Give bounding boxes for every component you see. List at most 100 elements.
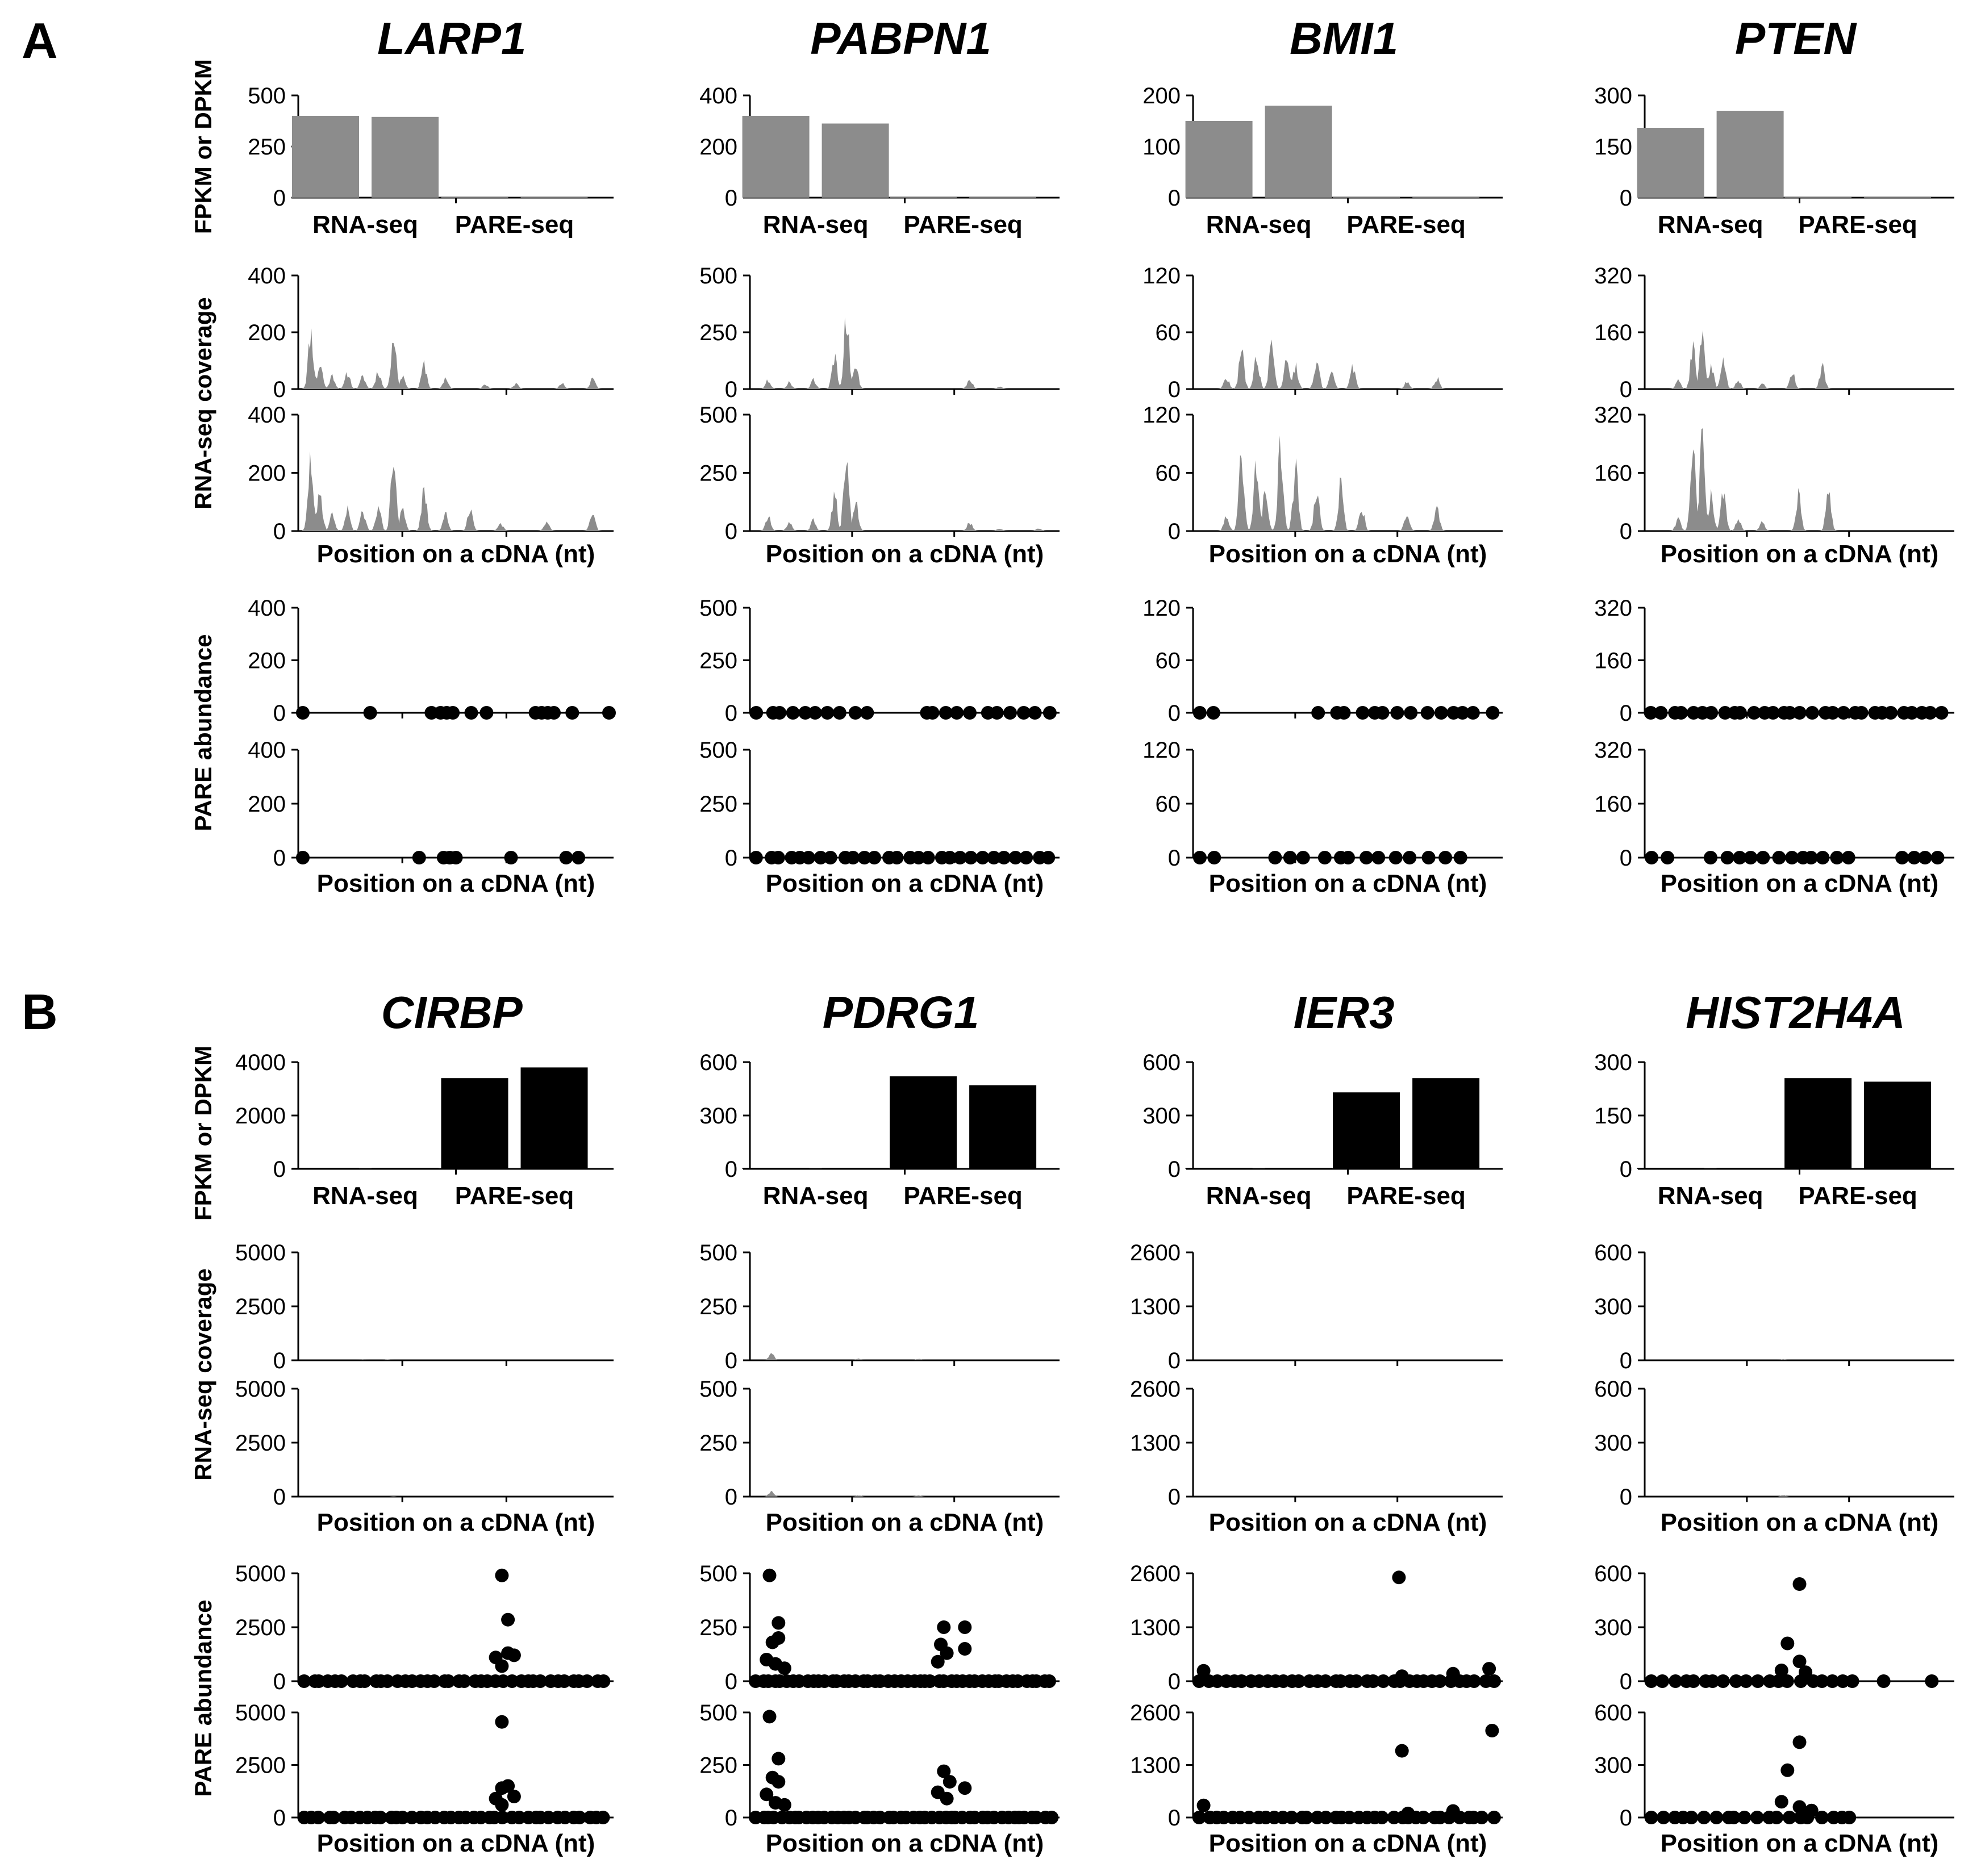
gene-pten-pare-rep2-point	[1661, 851, 1675, 864]
gene-pten-pare-rep1-point	[1783, 706, 1797, 720]
gene-pdrg1-coverage-rep2-y-tick-label: 250	[699, 1431, 737, 1456]
gene-pabpn1-category-label: PARE-seq	[903, 211, 1022, 239]
gene-bmi1-bar-y-tick-label: 200	[1142, 83, 1181, 108]
gene-hist2h4a-pare-rep1-point	[1655, 1674, 1670, 1688]
gene-bmi1-pare-rep1-point	[1434, 706, 1448, 720]
gene-hist2h4a-bar-y-tick-label: 150	[1594, 1104, 1632, 1129]
gene-pten-pare-rep2-y-tick-label: 320	[1594, 738, 1632, 763]
gene-pten-pare-rep2-point	[1930, 851, 1945, 864]
gene-hist2h4a-pare-rep2-y-tick-label: 300	[1594, 1753, 1632, 1778]
gene-pten-pare-rep2-point	[1772, 851, 1786, 864]
gene-hist2h4a-coverage-rep1-y-tick-label: 0	[1620, 1348, 1632, 1373]
gene-pabpn1-coverage-rep1-y-tick-label: 0	[725, 377, 737, 402]
gene-pabpn1-pare-rep1-point	[820, 706, 835, 720]
gene-cirbp-bar-y-tick-label: 0	[273, 1157, 286, 1182]
gene-cirbp-pare-rep2-point	[573, 1811, 587, 1824]
gene-bmi1-pare-rep2-point	[1453, 851, 1467, 864]
gene-hist2h4a-pare-rep2-point	[1750, 1811, 1764, 1824]
gene-larp1-pare-rep1-y-tick-label: 400	[248, 596, 286, 621]
gene-hist2h4a-pare-rep2-point	[1792, 1735, 1807, 1749]
gene-hist2h4a-pare-rep1-point	[1925, 1674, 1939, 1688]
gene-hist2h4a-pare-rep1-point	[1716, 1674, 1730, 1688]
gene-cirbp-pare-rep1-point	[495, 1659, 509, 1673]
gene-pten-pare-rep2-point	[1744, 851, 1758, 864]
gene-ier3-pare-rep2-point	[1196, 1798, 1211, 1812]
gene-bmi1-pare-rep2-point	[1421, 851, 1436, 864]
gene-pten-bar-pare-seq-1	[1784, 197, 1852, 198]
gene-bmi1-bar-y-tick-label: 100	[1142, 135, 1181, 160]
gene-pabpn1-pare-rep2-point	[1041, 851, 1056, 864]
gene-pabpn1-pare-rep2-point	[823, 851, 837, 864]
gene-pdrg1-pare-rep1-point	[772, 1631, 786, 1645]
gene-pabpn1-coverage-rep1-y-tick-label: 500	[699, 264, 737, 289]
gene-pdrg1-coverage-xlabel: Position on a cDNA (nt)	[766, 1509, 1044, 1536]
gene-cirbp-pare-rep1-point	[505, 1674, 519, 1688]
gene-pten-pare-rep2-point	[1918, 851, 1932, 864]
gene-cirbp-pare-rep2-point	[507, 1790, 521, 1803]
gene-cirbp-block: CIRBP 0 2000 4000 RNA-seq PARE-seq 0 2500 5000 0 2…	[235, 987, 614, 1857]
gene-bmi1-pare-rep1-point	[1404, 706, 1418, 720]
gene-pdrg1-pare-rep1-point	[958, 1620, 972, 1634]
gene-ier3-bar-y-tick-label: 0	[1168, 1157, 1181, 1182]
gene-pdrg1-pare-rep1-y-tick-label: 250	[699, 1615, 737, 1640]
gene-pten-pare-rep2-point	[1733, 851, 1747, 864]
gene-larp1-pare-xlabel: Position on a cDNA (nt)	[317, 870, 595, 897]
panel-letter-A: A	[22, 12, 58, 69]
gene-pdrg1-title: PDRG1	[823, 987, 979, 1038]
gene-pabpn1-pare-rep2-point	[771, 851, 785, 864]
gene-larp1-pare-rep1-point	[464, 706, 478, 720]
gene-larp1-pare-rep1-point	[479, 706, 494, 720]
gene-ier3-bar-y-tick-label: 600	[1142, 1050, 1181, 1075]
gene-cirbp-pare-rep2-point	[596, 1811, 610, 1824]
gene-pabpn1-pare-rep2-point	[921, 851, 935, 864]
gene-larp1-pare-rep2-point	[296, 851, 310, 864]
gene-cirbp-pare-rep1-point	[580, 1674, 594, 1688]
gene-pdrg1-pare-rep1-point	[762, 1568, 777, 1582]
gene-ier3-pare-rep2-y-tick-label: 0	[1168, 1806, 1181, 1831]
gene-pten-pare-rep1-point	[1792, 706, 1807, 720]
gene-bmi1-pare-rep2-point	[1283, 851, 1297, 864]
gene-pten-bar-rna-seq-1	[1637, 128, 1704, 198]
gene-cirbp-pare-rep1-point	[501, 1612, 515, 1627]
gene-hist2h4a-pare-rep2-point	[1770, 1811, 1784, 1824]
gene-bmi1-pare-rep1-point	[1420, 706, 1434, 720]
gene-pabpn1-pare-rep2-y-tick-label: 500	[699, 738, 737, 763]
gene-hist2h4a-category-label: PARE-seq	[1798, 1182, 1917, 1210]
gene-hist2h4a-pare-rep1-point	[1705, 1674, 1720, 1688]
gene-bmi1-coverage-rep1-y-tick-label: 120	[1142, 264, 1181, 289]
gene-bmi1-bar-y-tick-label: 0	[1168, 186, 1181, 211]
gene-pten-pare-rep1-y-tick-label: 160	[1594, 649, 1632, 674]
gene-bmi1-coverage-rep2-y-tick-label: 0	[1168, 519, 1181, 544]
gene-ier3-title: IER3	[1294, 987, 1395, 1038]
gene-hist2h4a-category-label: RNA-seq	[1658, 1182, 1763, 1210]
gene-pten-pare-rep1-point	[1747, 706, 1761, 720]
gene-pabpn1-pare-rep2-point	[857, 851, 871, 864]
gene-pabpn1-bar-y-tick-label: 200	[699, 135, 737, 160]
gene-pten-pare-rep1-point	[1674, 706, 1688, 720]
gene-cirbp-bar-pare-seq-2	[520, 1067, 588, 1169]
gene-ier3-coverage-rep2-y-tick-label: 2600	[1130, 1377, 1181, 1402]
gene-pabpn1-pare-rep1-point	[950, 706, 964, 720]
gene-bmi1-coverage-xlabel: Position on a cDNA (nt)	[1209, 540, 1487, 568]
gene-cirbp-coverage-xlabel: Position on a cDNA (nt)	[317, 1509, 595, 1536]
gene-ier3-pare-rep2-point	[1487, 1811, 1501, 1824]
gene-hist2h4a-pare-rep1-point	[1845, 1674, 1859, 1688]
gene-pdrg1-pare-rep1-point	[937, 1620, 951, 1634]
gene-pabpn1-pare-rep1-point	[808, 706, 822, 720]
gene-cirbp-pare-rep1-point	[533, 1674, 547, 1688]
gene-ier3-pare-rep1-point	[1196, 1664, 1211, 1678]
gene-hist2h4a-pare-rep1-point	[1751, 1674, 1765, 1688]
gene-pabpn1-coverage-rep2-y-tick-label: 500	[699, 403, 737, 428]
gene-larp1-coverage-rep2-y-tick-label: 0	[273, 519, 286, 544]
gene-larp1-coverage-rep2-y-tick-label: 200	[248, 461, 286, 486]
gene-pabpn1-pare-rep1-point	[832, 706, 846, 720]
gene-larp1-pare-rep2-point	[559, 851, 573, 864]
gene-cirbp-pare-rep1-point	[557, 1674, 572, 1688]
gene-bmi1-coverage-rep1-y-tick-label: 0	[1168, 377, 1181, 402]
gene-hist2h4a-coverage-rep1-y-tick-label: 300	[1594, 1294, 1632, 1319]
gene-hist2h4a-pare-rep1-point	[1780, 1636, 1795, 1651]
gene-ier3-pare-rep2-point	[1401, 1806, 1415, 1820]
gene-hist2h4a-pare-rep2-point	[1804, 1803, 1819, 1817]
gene-bmi1-pare-rep2-point	[1317, 851, 1332, 864]
gene-hist2h4a-pare-rep1-point	[1729, 1674, 1743, 1688]
